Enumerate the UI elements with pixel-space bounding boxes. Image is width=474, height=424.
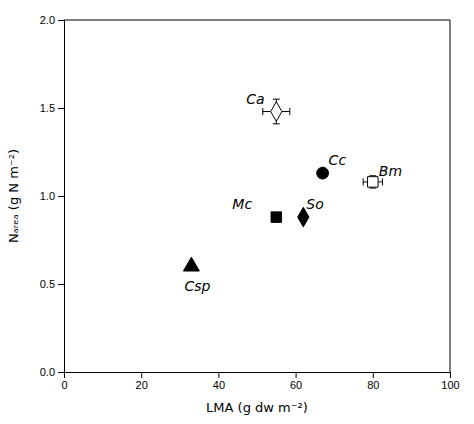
tick-label: 0 xyxy=(61,379,67,391)
error-line xyxy=(363,178,364,185)
tick: 100 xyxy=(441,372,459,391)
point-label: Ca xyxy=(246,91,264,107)
error-line xyxy=(289,108,290,115)
tick-mark xyxy=(141,372,142,378)
y-axis: 0.0 0.5 1.0 1.5 2.0 xyxy=(40,14,65,378)
point xyxy=(271,102,282,122)
error-line xyxy=(369,188,376,189)
x-axis: 0 20 40 60 80 100 xyxy=(61,372,459,391)
point-label: Mc xyxy=(232,196,252,212)
point-label: Cc xyxy=(329,152,347,168)
tick-label: 2.0 xyxy=(40,14,55,26)
error-line xyxy=(369,175,376,176)
point-label: Bm xyxy=(379,163,402,179)
error-line xyxy=(273,99,280,100)
tick-label: 20 xyxy=(136,379,148,391)
tick: 1.5 xyxy=(40,102,64,114)
point-label: Csp xyxy=(184,278,210,294)
tick: 1.0 xyxy=(40,190,64,202)
point xyxy=(317,167,329,179)
tick-mark xyxy=(58,284,64,285)
marks xyxy=(183,99,382,271)
tick-mark xyxy=(296,372,297,378)
error-line xyxy=(382,178,383,185)
plot: 0 20 40 60 80 100 0.0 0.5 1.0 1.5 2.0 Ca Csp Cc Mc So Bm xyxy=(40,14,460,391)
tick: 0.5 xyxy=(40,278,64,290)
tick-mark xyxy=(373,372,374,378)
tick: 40 xyxy=(213,372,225,391)
chart: 0 20 40 60 80 100 0.0 0.5 1.0 1.5 2.0 Ca Csp Cc Mc So Bm… xyxy=(0,0,474,424)
tick-label: 0.5 xyxy=(40,278,55,290)
axis-line xyxy=(65,373,451,379)
tick-mark xyxy=(58,372,64,373)
y-axis-title: Nₐᵣₑₐ (g N m⁻²) xyxy=(6,149,21,243)
tick-mark xyxy=(58,20,64,21)
point-labels: Ca Csp Cc Mc So Bm xyxy=(184,91,402,295)
axis-line xyxy=(58,21,65,373)
tick-label: 1.5 xyxy=(40,102,55,114)
tick: 80 xyxy=(367,372,379,391)
tick: 0.0 xyxy=(40,366,64,378)
tick-mark xyxy=(58,108,64,109)
x-axis-title: LMA (g dw m⁻²) xyxy=(206,400,308,415)
tick-mark xyxy=(450,372,451,378)
tick: 0 xyxy=(61,372,67,391)
point-label: So xyxy=(306,196,323,212)
tick-label: 0.0 xyxy=(40,366,55,378)
error-line xyxy=(262,108,263,115)
point xyxy=(183,257,199,271)
tick-label: 80 xyxy=(367,379,379,391)
tick-mark xyxy=(58,196,64,197)
tick-label: 40 xyxy=(213,379,225,391)
point xyxy=(368,177,378,187)
point xyxy=(271,212,281,222)
tick-label: 1.0 xyxy=(40,190,55,202)
tick-label: 60 xyxy=(290,379,302,391)
tick-label: 100 xyxy=(441,379,459,391)
tick: 60 xyxy=(290,372,302,391)
frame xyxy=(450,20,451,372)
error-line xyxy=(273,123,280,124)
frame xyxy=(64,20,450,21)
tick: 2.0 xyxy=(40,14,64,26)
tick-mark xyxy=(218,372,219,378)
tick: 20 xyxy=(136,372,148,391)
